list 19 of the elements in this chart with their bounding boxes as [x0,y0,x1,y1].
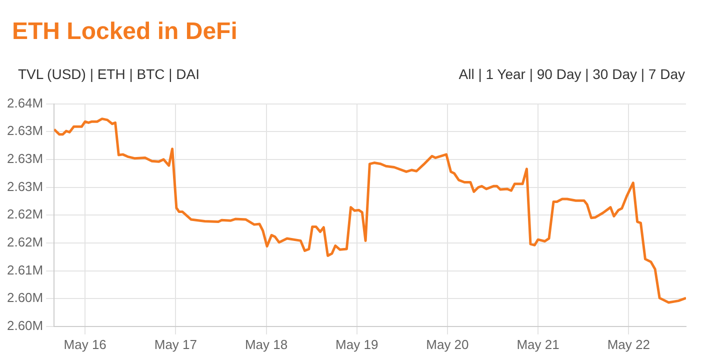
y-tick-label: 2.64M [6,95,44,110]
y-tick-label: 2.61M [6,262,44,278]
x-tick-label: May 18 [244,336,288,352]
x-tick-label: May 21 [516,336,560,352]
y-tick-label: 2.63M [6,123,44,138]
y-tick-label: 2.62M [6,206,44,222]
x-tick-label: May 16 [64,336,106,352]
x-tick-label: May 17 [154,336,197,352]
x-tick-label: May 19 [336,336,378,352]
x-tick-label: May 22 [607,336,650,352]
y-tick-label: 2.60M [6,290,44,306]
x-tick-label: May 20 [426,336,469,352]
chart-title: ETH Locked in DeFi [12,18,238,46]
y-tick-label: 2.60M [6,318,44,333]
y-tick-label: 2.63M [6,178,44,194]
y-tick-label: 2.63M [6,151,44,166]
text: TVL (USD) | ETH | BTC | DAI [18,66,200,82]
y-tick-label: 2.62M [6,234,44,250]
text: All | 1 Year | 90 Day | 30 Day | 7 Day [458,66,685,82]
